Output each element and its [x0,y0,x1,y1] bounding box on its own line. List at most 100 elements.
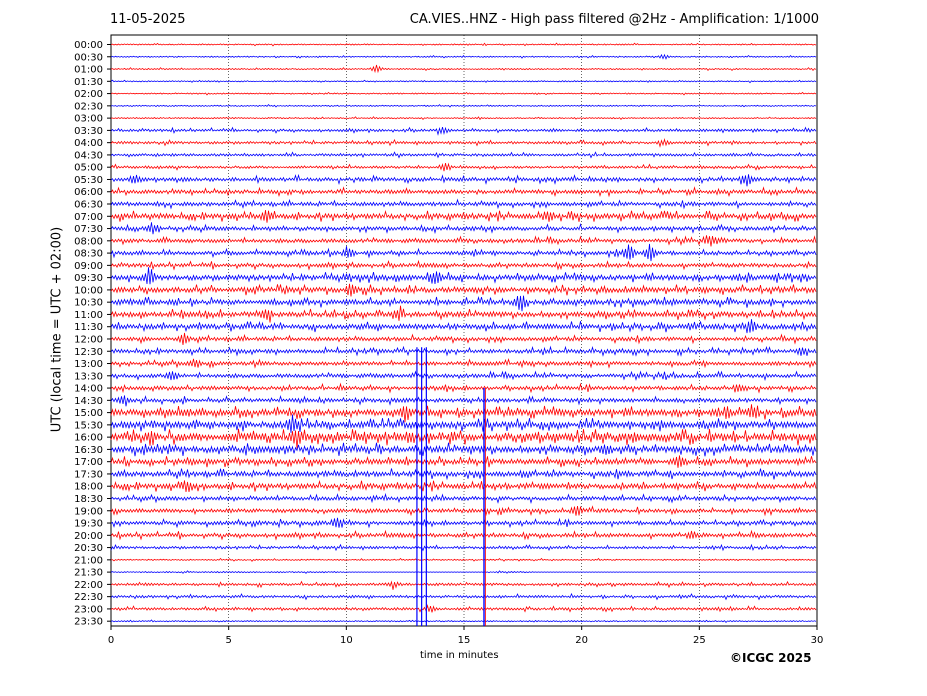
x-tick-label: 5 [225,635,231,646]
trace-0600 [110,186,817,198]
trace-0130 [110,79,817,84]
trace-1400 [110,382,817,394]
y-tick-label: 04:00 [74,138,103,149]
y-tick-label: 17:00 [74,457,103,468]
trace-1230 [110,345,817,357]
y-tick-label: 01:00 [74,65,103,76]
trace-1500 [110,404,817,423]
y-tick-label: 18:30 [74,494,103,505]
trace-1330 [110,370,817,382]
trace-0300 [110,116,817,121]
y-tick-label: 19:00 [74,506,103,517]
trace-1830 [110,492,817,505]
y-tick-label: 11:30 [74,322,103,333]
x-tick-label: 0 [108,635,114,646]
y-tick-label: 03:30 [74,126,103,137]
trace-0900 [110,259,817,271]
trace-1000 [110,283,817,297]
x-tick-label: 10 [340,635,353,646]
trace-1900 [110,505,817,517]
y-tick-label: 23:30 [74,617,103,628]
trace-0630 [110,198,817,210]
y-tick-label: 20:00 [74,531,103,542]
y-tick-label: 18:00 [74,482,103,493]
trace-0000 [110,42,817,47]
y-tick-label: 04:30 [74,150,103,161]
x-axis-label: time in minutes [420,650,499,661]
trace-0030 [110,53,817,60]
y-tick-label: 06:00 [74,187,103,198]
y-tick-label: 20:30 [74,543,103,554]
y-tick-label: 07:30 [74,224,103,235]
trace-2230 [110,592,817,601]
trace-1130 [110,319,817,334]
y-tick-label: 12:30 [74,347,103,358]
y-tick-label: 00:00 [74,40,103,51]
x-axis-ticks: 0 5 10 15 20 25 30 [108,626,824,646]
y-tick-label: 19:30 [74,519,103,530]
y-tick-label: 01:30 [74,77,103,88]
trace-0200 [110,91,817,96]
y-tick-label: 08:30 [74,249,103,260]
trace-0830 [110,243,817,262]
y-tick-label: 17:30 [74,469,103,480]
y-tick-label: 22:30 [74,592,103,603]
trace-1600 [110,428,817,449]
y-tick-label: 07:00 [74,212,103,223]
trace-2330 [110,619,817,624]
trace-0700 [110,209,817,223]
trace-1300 [110,358,817,369]
y-tick-label: 21:30 [74,568,103,579]
trace-1200 [110,332,817,345]
chart-title: CA.VIES..HNZ - High pass filtered @2Hz -… [409,12,819,27]
y-tick-label: 21:00 [74,555,103,566]
y-tick-label: 23:00 [74,604,103,615]
y-tick-label: 15:30 [74,420,103,431]
y-tick-label: 03:00 [74,114,103,125]
trace-2200 [110,580,817,590]
y-tick-label: 14:30 [74,396,103,407]
y-tick-label: 14:00 [74,384,103,395]
y-tick-label: 10:30 [74,298,103,309]
trace-1700 [110,455,817,468]
trace-0330 [110,126,817,136]
x-tick-label: 15 [458,635,471,646]
trace-2030 [110,543,817,552]
seismic-traces [110,42,817,626]
y-tick-label: 16:00 [74,433,103,444]
trace-1030 [110,295,817,312]
plot-frame [110,34,818,627]
y-tick-label: 08:00 [74,236,103,247]
x-tick-label: 30 [811,635,824,646]
trace-0730 [110,222,817,235]
y-tick-label: 09:00 [74,261,103,272]
trace-0230 [110,104,817,108]
trace-0930 [110,267,817,285]
trace-1630 [110,442,817,457]
y-tick-label: 06:30 [74,200,103,211]
trace-1930 [110,517,817,529]
trace-1430 [110,395,817,407]
trace-1100 [110,305,817,323]
trace-2300 [110,603,817,613]
y-tick-label: 16:30 [74,445,103,456]
y-tick-label: 09:30 [74,273,103,284]
y-tick-label: 22:00 [74,580,103,591]
trace-2000 [110,529,817,541]
y-tick-label: 13:30 [74,371,103,382]
copyright-label: ©ICGC 2025 [730,651,812,665]
x-tick-label: 20 [575,635,588,646]
date-label: 11-05-2025 [110,12,186,27]
trace-0500 [110,162,817,172]
trace-0430 [110,151,817,159]
y-tick-label: 00:30 [74,52,103,63]
y-tick-label: 12:00 [74,334,103,345]
trace-2130 [110,570,817,574]
trace-0100 [110,64,817,74]
y-tick-label: 10:00 [74,285,103,296]
trace-2100 [110,557,817,562]
grid-lines [228,35,700,626]
trace-0530 [110,173,817,187]
